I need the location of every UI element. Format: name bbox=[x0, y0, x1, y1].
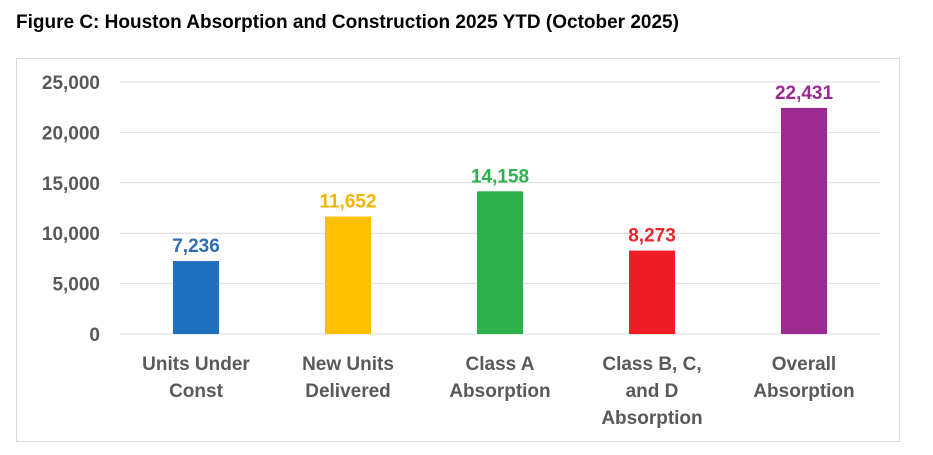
data-label: 14,158 bbox=[471, 166, 529, 187]
y-tick-label: 0 bbox=[89, 325, 100, 346]
data-label: 11,652 bbox=[319, 192, 376, 213]
x-tick-label-line: Class B, C, bbox=[602, 354, 701, 375]
x-tick-label-line: Absorption bbox=[601, 408, 702, 429]
y-tick-label: 20,000 bbox=[42, 123, 100, 144]
data-label: 22,431 bbox=[775, 83, 834, 104]
x-tick-label-line: Absorption bbox=[449, 381, 550, 402]
data-label: 7,236 bbox=[172, 236, 220, 257]
x-tick-label: New Units Delivered bbox=[302, 354, 394, 402]
y-tick-label: 10,000 bbox=[42, 224, 100, 245]
chart-frame bbox=[16, 58, 900, 442]
y-tick-label: 15,000 bbox=[42, 174, 100, 195]
x-axis-category-labels: Units Under Const New Units Delivered Class … bbox=[142, 354, 855, 429]
x-tick-label: Class B, C, and D Absorption bbox=[601, 354, 702, 429]
x-tick-label-line: Class A bbox=[466, 354, 535, 375]
y-axis-tick-labels: 0 5,000 10,000 15,000 20,000 25,000 bbox=[42, 73, 100, 346]
x-tick-label-line: Units Under bbox=[142, 354, 250, 375]
bar bbox=[477, 191, 523, 334]
x-tick-label-line: Const bbox=[169, 381, 224, 402]
y-tick-label: 5,000 bbox=[52, 275, 100, 296]
y-tick-label: 25,000 bbox=[42, 73, 100, 94]
x-tick-label: Class A Absorption bbox=[449, 354, 550, 402]
x-tick-label-line: Delivered bbox=[305, 381, 391, 402]
x-tick-label-line: Overall bbox=[772, 354, 836, 375]
figure-title: Figure C: Houston Absorption and Constru… bbox=[16, 12, 679, 33]
bars bbox=[173, 107, 827, 334]
x-tick-label-line: New Units bbox=[302, 354, 394, 375]
x-tick-label: Overall Absorption bbox=[753, 354, 854, 402]
x-tick-label: Units Under Const bbox=[142, 354, 250, 402]
data-label: 8,273 bbox=[628, 226, 676, 247]
bar bbox=[629, 250, 675, 334]
data-labels: 7,236 11,652 14,158 8,273 22,431 bbox=[172, 83, 833, 257]
x-tick-label-line: and D bbox=[626, 381, 679, 402]
bar bbox=[173, 261, 219, 334]
bar bbox=[781, 107, 827, 334]
bar bbox=[325, 216, 371, 334]
x-tick-label-line: Absorption bbox=[753, 381, 854, 402]
